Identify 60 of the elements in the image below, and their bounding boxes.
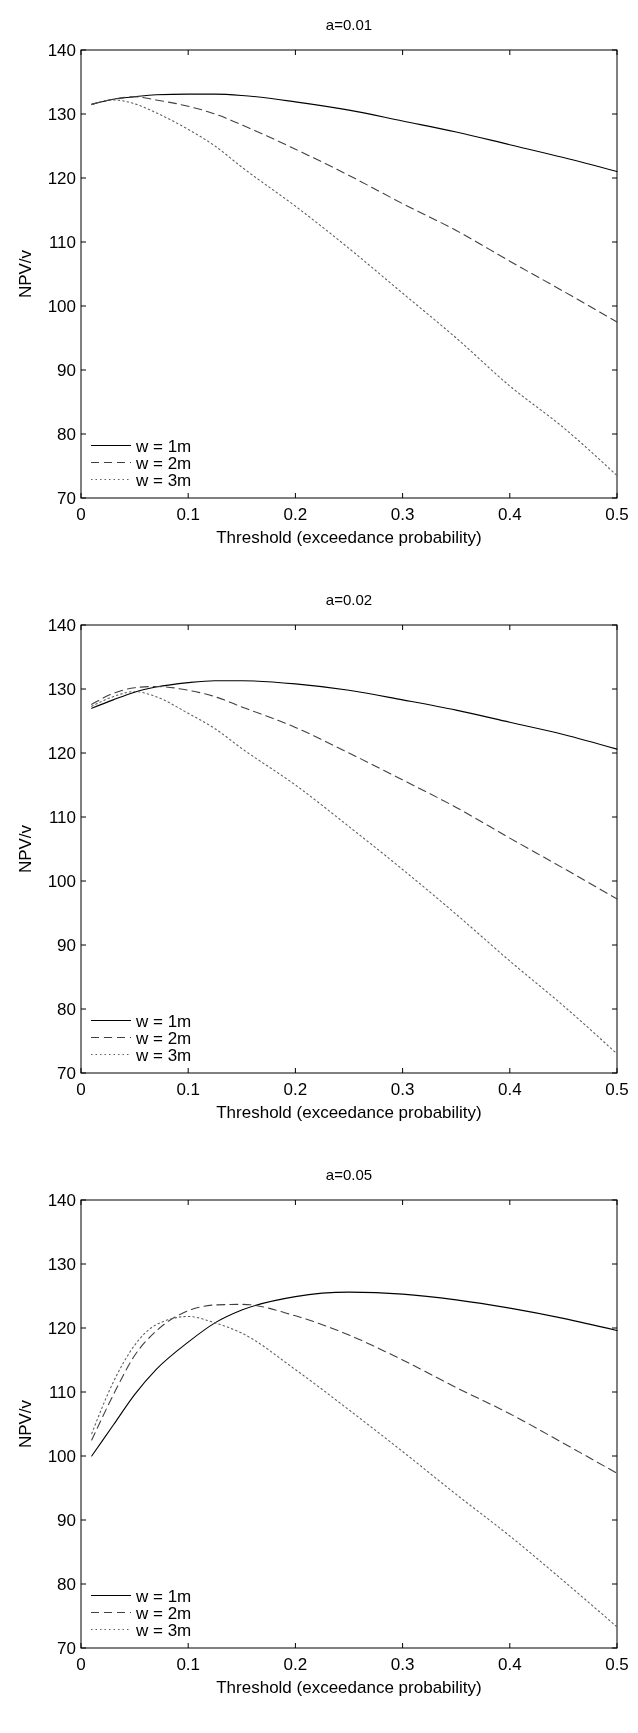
legend-label: w = 3m (135, 1045, 192, 1065)
x-tick-label: 0.4 (497, 505, 522, 524)
y-tick-label: 90 (57, 936, 76, 955)
legend-label: w = 1m (135, 1586, 192, 1606)
y-tick-label: 80 (57, 425, 76, 444)
x-tick-label: 0.5 (605, 505, 629, 524)
x-tick-label: 0.4 (497, 1080, 522, 1099)
y-tick-label: 140 (47, 41, 76, 60)
y-tick-label: 80 (57, 1575, 76, 1594)
y-tick-label: 110 (48, 233, 76, 252)
y-tick-label: 120 (47, 169, 76, 188)
x-tick-label: 0 (76, 1080, 86, 1099)
x-tick-label: 0.5 (605, 1655, 629, 1674)
y-axis-title: NPV/v (16, 249, 35, 299)
x-axis-title: Threshold (exceedance probability) (216, 1678, 482, 1697)
y-tick-label: 140 (47, 616, 76, 635)
x-tick-label: 0.3 (390, 1080, 415, 1099)
y-tick-label: 80 (57, 1000, 76, 1019)
y-tick-label: 130 (47, 680, 76, 699)
x-tick-label: 0.1 (176, 1655, 201, 1674)
y-tick-label: 140 (47, 1191, 76, 1210)
y-tick-label: 90 (57, 1511, 76, 1530)
legend-label: w = 2m (135, 1028, 192, 1048)
y-tick-label: 70 (57, 1064, 76, 1083)
legend-label: w = 3m (135, 1620, 192, 1640)
y-tick-label: 120 (47, 744, 76, 763)
y-tick-label: 110 (48, 808, 76, 827)
legend-label: w = 1m (135, 436, 192, 456)
x-tick-label: 0.5 (605, 1080, 629, 1099)
y-tick-label: 70 (57, 489, 76, 508)
y-tick-label: 100 (47, 297, 76, 316)
x-tick-label: 0.3 (390, 1655, 415, 1674)
x-tick-label: 0.1 (176, 1080, 201, 1099)
legend-label: w = 3m (135, 470, 192, 490)
y-tick-label: 130 (47, 1255, 76, 1274)
x-tick-label: 0.1 (176, 505, 201, 524)
x-tick-label: 0.3 (390, 505, 415, 524)
y-axis-title: NPV/v (16, 824, 35, 874)
x-tick-label: 0.2 (283, 1655, 308, 1674)
x-tick-label: 0.2 (283, 1080, 308, 1099)
y-tick-label: 100 (47, 1447, 76, 1466)
x-axis-title: Threshold (exceedance probability) (216, 528, 482, 547)
chart-title: a=0.02 (325, 591, 373, 608)
y-tick-label: 70 (57, 1639, 76, 1658)
y-tick-label: 120 (47, 1319, 76, 1338)
y-axis-title: NPV/v (16, 1399, 35, 1449)
legend-label: w = 1m (135, 1011, 192, 1031)
y-tick-label: 90 (57, 361, 76, 380)
x-tick-label: 0.2 (283, 505, 308, 524)
chart-title: a=0.05 (325, 1166, 373, 1183)
y-tick-label: 110 (48, 1383, 76, 1402)
x-tick-label: 0 (76, 505, 86, 524)
legend-label: w = 2m (135, 453, 192, 473)
legend-label: w = 2m (135, 1603, 192, 1623)
x-axis-title: Threshold (exceedance probability) (216, 1103, 482, 1122)
y-tick-label: 100 (47, 872, 76, 891)
chart-title: a=0.01 (325, 16, 373, 33)
x-tick-label: 0 (76, 1655, 86, 1674)
y-tick-label: 130 (47, 105, 76, 124)
x-tick-label: 0.4 (497, 1655, 522, 1674)
